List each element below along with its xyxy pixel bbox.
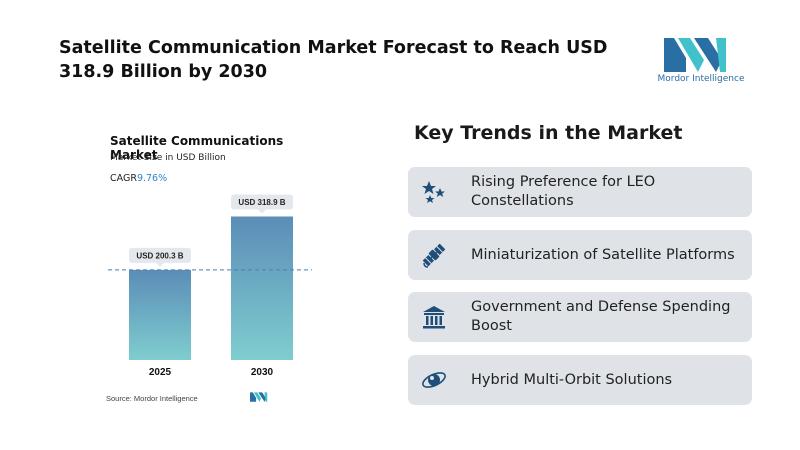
mordor-logo-icon [664, 38, 726, 72]
page-title: Satellite Communication Market Forecast … [59, 38, 608, 82]
data-label-box [129, 247, 191, 263]
government-building-icon [423, 306, 445, 329]
trends-title: Key Trends in the Market [414, 122, 683, 144]
bar-2030 [231, 216, 293, 360]
data-label: USD 318.9 B [238, 198, 285, 207]
brand-name: Mordor Intelligence [657, 74, 745, 84]
trend-card-leo: Rising Preference for LEO Constellations [408, 167, 752, 217]
cagr-label: CAGR9.76% [110, 173, 167, 184]
trend-label: Rising Preference for LEO Constellations [471, 174, 656, 209]
data-label-pointer [258, 209, 266, 214]
data-label-pointer [156, 262, 164, 267]
x-tick-label: 2025 [149, 367, 172, 378]
chart-source: Source: Mordor Intelligence [106, 394, 198, 403]
trend-card-government: Government and Defense Spending Boost [408, 292, 752, 342]
trend-label: Miniaturization of Satellite Platforms [471, 246, 735, 263]
trend-label: Government and Defense Spending Boost [471, 299, 731, 334]
stars-icon [422, 181, 445, 203]
brand-logo: Mordor Intelligence [656, 34, 746, 88]
bar-2025 [129, 269, 191, 360]
data-label-box [231, 194, 293, 210]
trend-card-miniaturization: Miniaturization of Satellite Platforms [408, 230, 752, 280]
trend-card-hybrid: Hybrid Multi-Orbit Solutions [408, 355, 752, 405]
satellite-icon [422, 243, 446, 268]
data-label: USD 200.3 B [136, 251, 183, 260]
x-tick-label: 2030 [251, 367, 274, 378]
orbit-icon [422, 372, 446, 388]
chart-subtitle: Market Size in USD Billion [110, 153, 226, 163]
trend-label: Hybrid Multi-Orbit Solutions [471, 371, 673, 388]
chart-title: Satellite Communications Market [110, 134, 284, 162]
cagr-text: CAGR [110, 173, 137, 184]
source-logo-icon [250, 392, 268, 402]
cagr-value: 9.76% [136, 173, 168, 184]
bar-chart: USD 200.3 B 2025 USD 318.9 B 2030 [108, 194, 312, 378]
chart-panel: Satellite Communications Market Market S… [100, 128, 330, 414]
